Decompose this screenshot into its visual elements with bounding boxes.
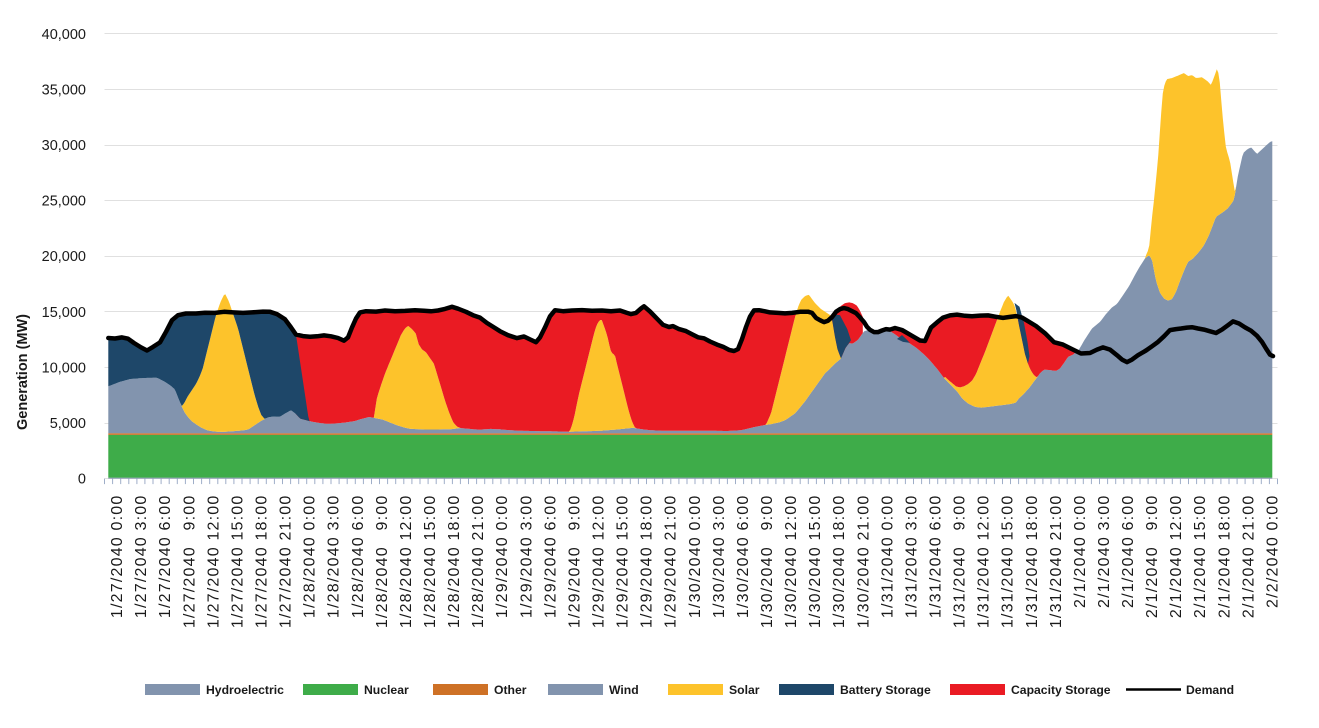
svg-text:0: 0 [78,472,86,488]
svg-text:1/31/2040 15:00: 1/31/2040 15:00 [1000,495,1017,629]
svg-text:1/30/2040 15:00: 1/30/2040 15:00 [807,495,824,629]
svg-text:25,000: 25,000 [42,194,86,210]
svg-text:1/29/2040 21:00: 1/29/2040 21:00 [663,495,680,629]
svg-text:2/1/2040 15:00: 2/1/2040 15:00 [1192,495,1209,619]
svg-text:1/30/2040 3:00: 1/30/2040 3:00 [711,495,728,619]
svg-text:2/1/2040 21:00: 2/1/2040 21:00 [1240,495,1257,619]
svg-text:Wind: Wind [609,683,639,697]
svg-text:1/30/2040 6:00: 1/30/2040 6:00 [735,495,752,619]
svg-text:2/1/2040 0:00: 2/1/2040 0:00 [1072,495,1089,608]
svg-text:Capacity Storage: Capacity Storage [1011,683,1111,697]
svg-text:Generation (MW): Generation (MW) [15,314,31,430]
svg-text:1/27/2040 0:00: 1/27/2040 0:00 [109,495,126,619]
svg-text:1/30/2040 18:00: 1/30/2040 18:00 [831,495,848,629]
svg-text:1/31/2040 12:00: 1/31/2040 12:00 [976,495,993,629]
svg-text:1/27/2040 18:00: 1/27/2040 18:00 [254,495,271,629]
svg-text:Solar: Solar [729,683,760,697]
svg-text:2/2/2040 0:00: 2/2/2040 0:00 [1265,495,1282,608]
svg-text:35,000: 35,000 [42,83,86,99]
svg-text:Other: Other [494,683,527,697]
svg-text:1/27/2040 21:00: 1/27/2040 21:00 [278,495,295,629]
svg-text:1/28/2040 15:00: 1/28/2040 15:00 [422,495,439,629]
svg-text:1/31/2040 0:00: 1/31/2040 0:00 [879,495,896,619]
svg-text:1/28/2040 9:00: 1/28/2040 9:00 [374,495,391,629]
svg-text:1/30/2040 12:00: 1/30/2040 12:00 [783,495,800,629]
svg-text:1/30/2040 9:00: 1/30/2040 9:00 [759,495,776,629]
svg-text:1/28/2040 3:00: 1/28/2040 3:00 [326,495,343,619]
svg-text:2/1/2040 18:00: 2/1/2040 18:00 [1216,495,1233,619]
svg-text:1/28/2040 12:00: 1/28/2040 12:00 [398,495,415,629]
svg-text:1/28/2040 21:00: 1/28/2040 21:00 [470,495,487,629]
svg-text:Nuclear: Nuclear [364,683,409,697]
svg-text:1/30/2040 21:00: 1/30/2040 21:00 [855,495,872,629]
svg-text:1/31/2040 9:00: 1/31/2040 9:00 [952,495,969,629]
svg-text:1/30/2040 0:00: 1/30/2040 0:00 [687,495,704,619]
svg-text:2/1/2040 12:00: 2/1/2040 12:00 [1168,495,1185,619]
svg-text:30,000: 30,000 [42,138,86,154]
svg-text:1/29/2040 9:00: 1/29/2040 9:00 [566,495,583,629]
svg-text:1/31/2040 6:00: 1/31/2040 6:00 [928,495,945,619]
svg-text:1/29/2040 0:00: 1/29/2040 0:00 [494,495,511,619]
svg-text:1/29/2040 15:00: 1/29/2040 15:00 [615,495,632,629]
svg-text:1/29/2040 6:00: 1/29/2040 6:00 [542,495,559,619]
svg-text:Hydroelectric: Hydroelectric [206,683,284,697]
svg-text:1/29/2040 18:00: 1/29/2040 18:00 [639,495,656,629]
svg-text:1/31/2040 3:00: 1/31/2040 3:00 [903,495,920,619]
svg-text:1/31/2040 18:00: 1/31/2040 18:00 [1024,495,1041,629]
svg-text:1/27/2040 9:00: 1/27/2040 9:00 [181,495,198,629]
svg-text:10,000: 10,000 [42,360,86,376]
svg-text:Demand: Demand [1186,683,1234,697]
svg-text:40,000: 40,000 [42,27,86,43]
svg-text:1/27/2040 6:00: 1/27/2040 6:00 [157,495,174,619]
svg-text:Battery Storage: Battery Storage [840,683,931,697]
svg-text:1/27/2040 15:00: 1/27/2040 15:00 [229,495,246,629]
svg-text:1/27/2040 3:00: 1/27/2040 3:00 [133,495,150,619]
svg-text:1/31/2040 21:00: 1/31/2040 21:00 [1048,495,1065,629]
svg-text:2/1/2040 3:00: 2/1/2040 3:00 [1096,495,1113,608]
svg-text:1/28/2040 18:00: 1/28/2040 18:00 [446,495,463,629]
svg-text:20,000: 20,000 [42,249,86,265]
svg-text:5,000: 5,000 [50,416,86,432]
svg-text:1/28/2040 0:00: 1/28/2040 0:00 [302,495,319,619]
svg-text:2/1/2040 6:00: 2/1/2040 6:00 [1120,495,1137,608]
svg-text:1/28/2040 6:00: 1/28/2040 6:00 [350,495,367,619]
svg-text:2/1/2040 9:00: 2/1/2040 9:00 [1144,495,1161,619]
svg-text:1/29/2040 3:00: 1/29/2040 3:00 [518,495,535,619]
svg-text:1/27/2040 12:00: 1/27/2040 12:00 [205,495,222,629]
svg-text:1/29/2040 12:00: 1/29/2040 12:00 [591,495,608,629]
svg-text:15,000: 15,000 [42,305,86,321]
